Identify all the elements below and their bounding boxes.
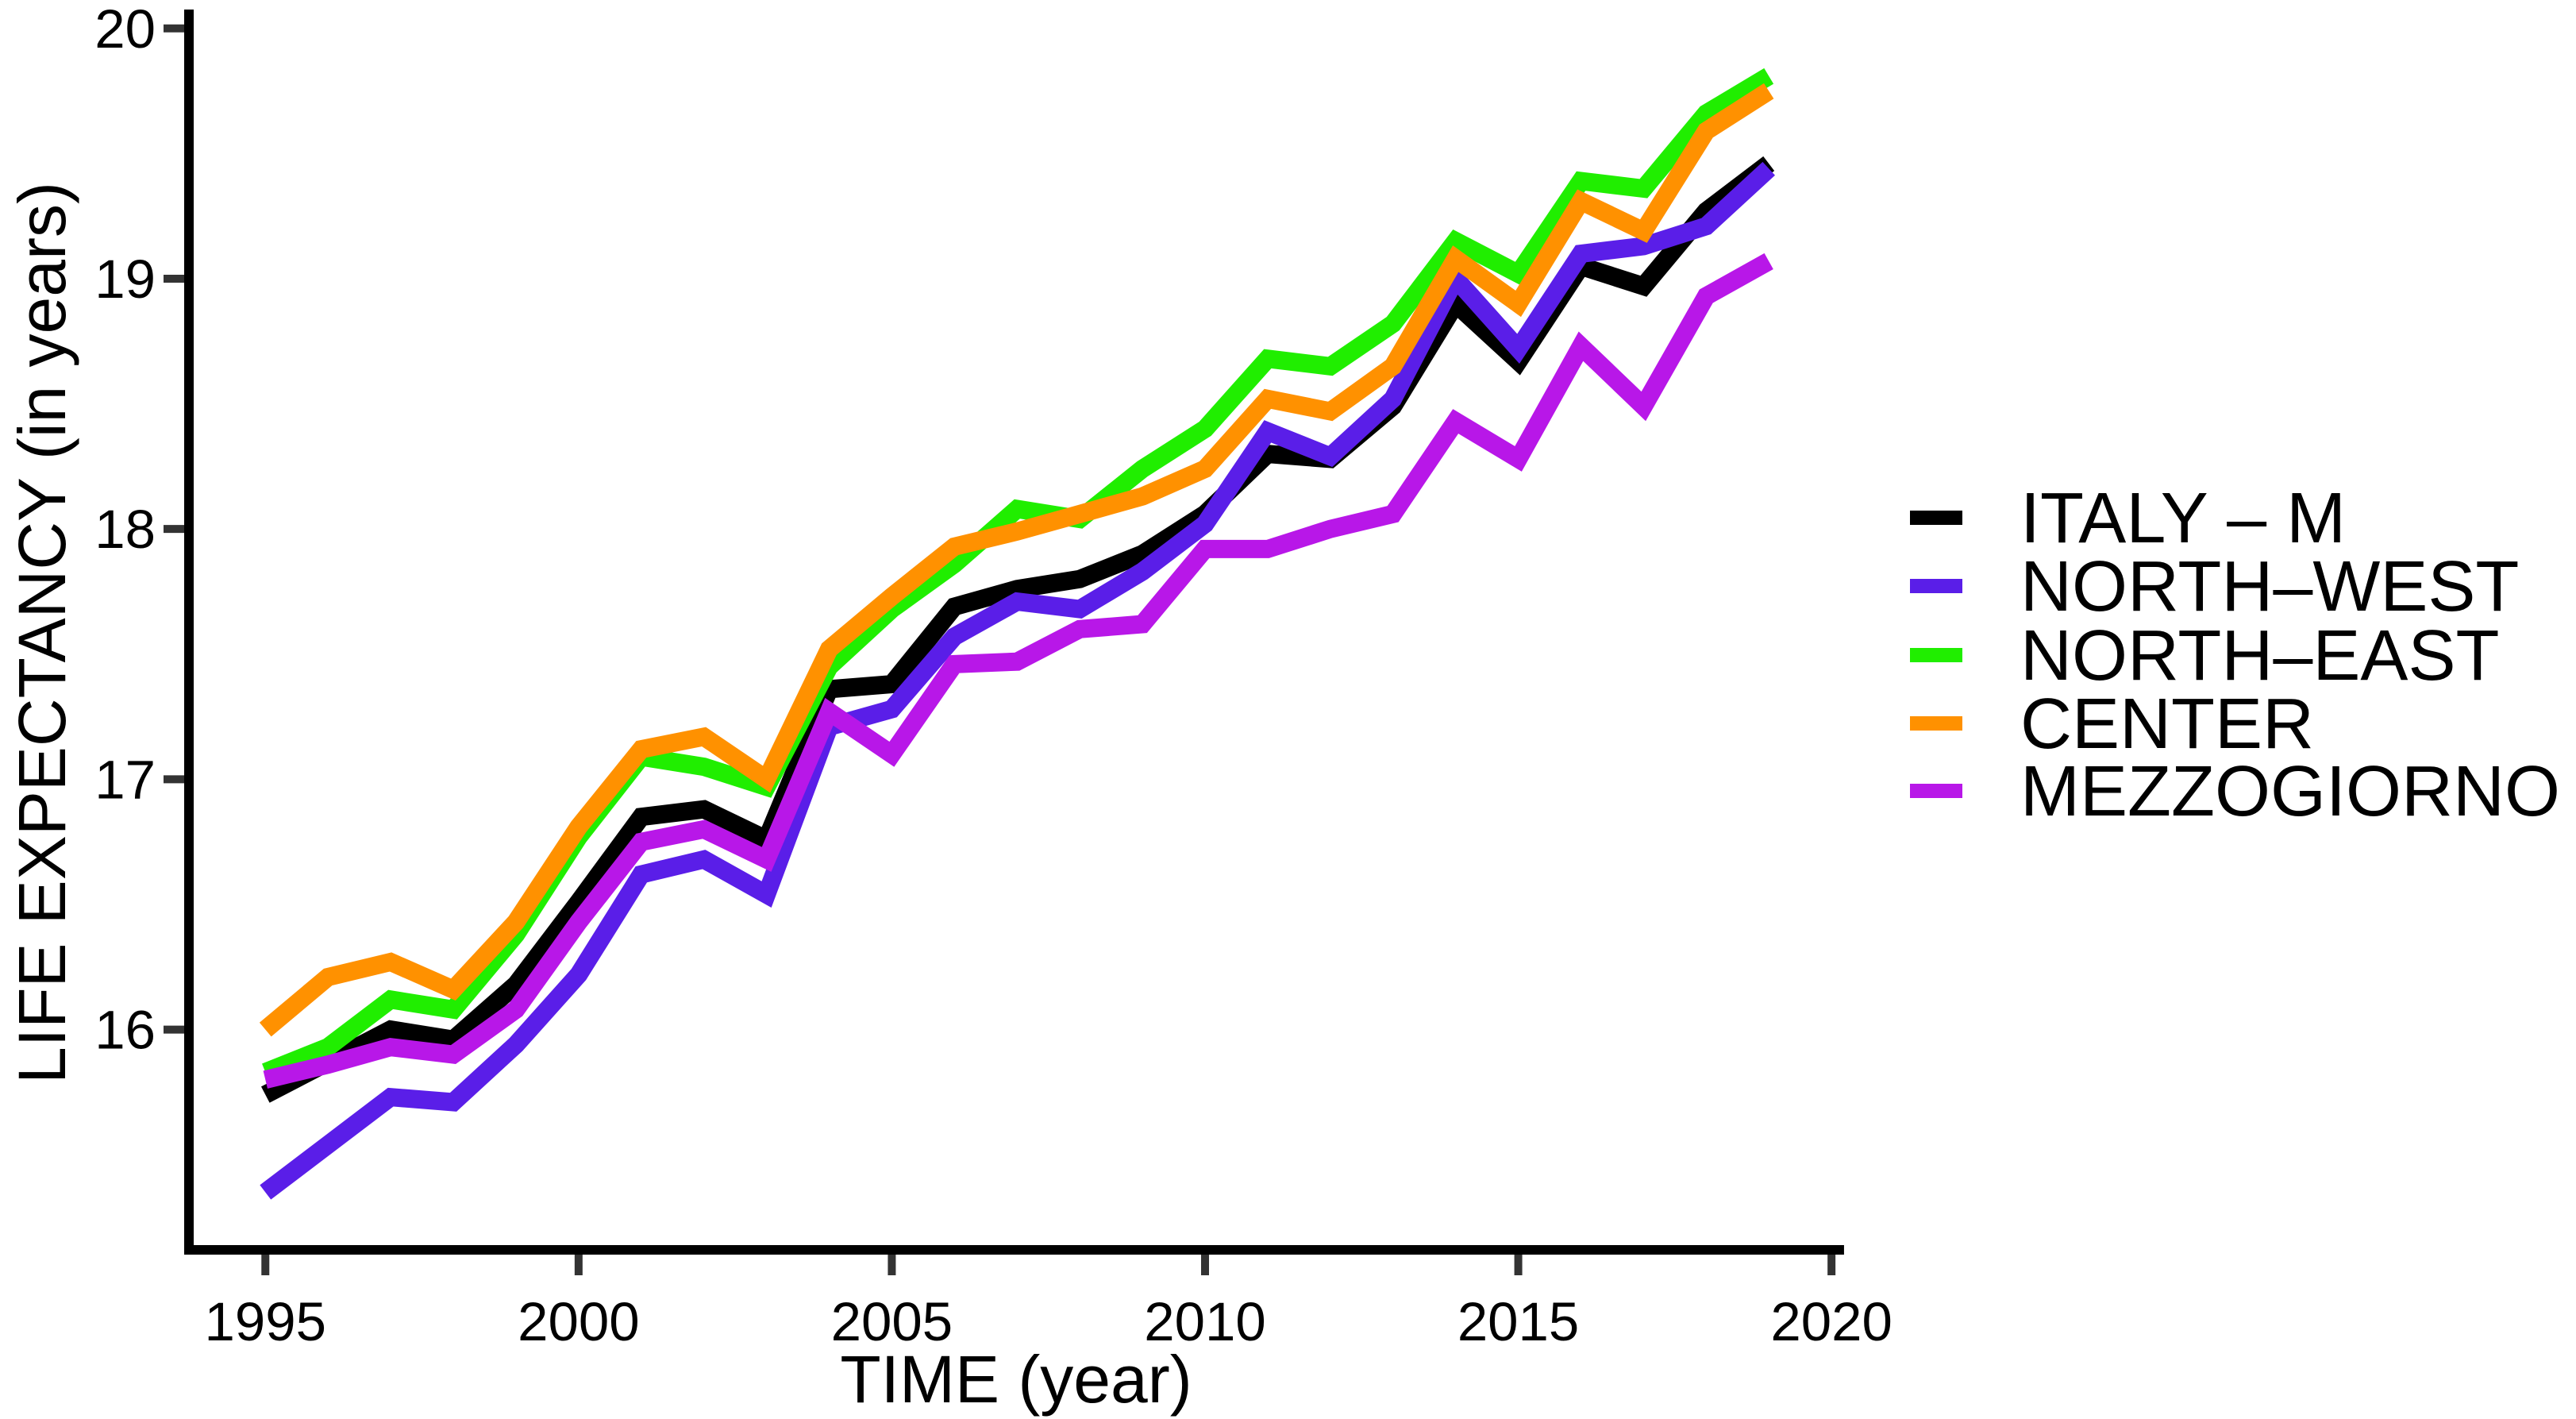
y-axis-title: LIFE EXPECTANCY (in years): [5, 182, 79, 1084]
legend-label: NORTH–EAST: [2020, 616, 2499, 696]
legend-label: ITALY – M: [2020, 479, 2346, 558]
series-line-north-west: [260, 161, 1775, 1200]
legend-item: NORTH–WEST: [1910, 547, 2519, 627]
legend-swatch-north-west: [1910, 579, 1962, 593]
legend-label: MEZZOGIORNO: [2020, 752, 2560, 831]
series-line-north-east: [262, 67, 1774, 1081]
y-tick-label: 16: [94, 1000, 156, 1061]
x-tick-label: 2020: [1770, 1291, 1893, 1352]
x-tick-label: 2005: [831, 1291, 953, 1352]
x-tick-label: 2015: [1457, 1291, 1580, 1352]
legend-item: NORTH–EAST: [1910, 616, 2499, 696]
legend-label: NORTH–WEST: [2020, 547, 2519, 627]
x-tick-label: 2010: [1144, 1291, 1266, 1352]
y-tick-label: 17: [94, 749, 156, 810]
y-tick-label: 19: [94, 249, 156, 310]
series-line-center: [259, 83, 1774, 1037]
series-layer: [259, 67, 1775, 1200]
legend-swatch-north-east: [1910, 648, 1962, 662]
y-tick-label: 18: [94, 499, 156, 560]
x-tick-label: 2000: [518, 1291, 640, 1352]
x-tick-label: 1995: [205, 1291, 327, 1352]
x-axis-title: TIME (year): [840, 1342, 1192, 1417]
legend: ITALY – MNORTH–WESTNORTH–EASTCENTERMEZZO…: [1910, 479, 2560, 831]
legend-item: ITALY – M: [1910, 479, 2346, 558]
legend-item: MEZZOGIORNO: [1910, 752, 2560, 831]
legend-item: CENTER: [1910, 684, 2314, 764]
series-line-mezzogiorno: [263, 253, 1773, 1089]
legend-swatch-mezzogiorno: [1910, 784, 1962, 798]
legend-swatch-italy-m: [1910, 511, 1962, 525]
axes-layer: 16 17 18 19 20 1995 2000 2005 2010 2015 2020: [94, 0, 1893, 1352]
legend-label: CENTER: [2020, 684, 2314, 764]
legend-swatch-center: [1910, 716, 1962, 731]
y-tick-label: 20: [94, 0, 156, 60]
